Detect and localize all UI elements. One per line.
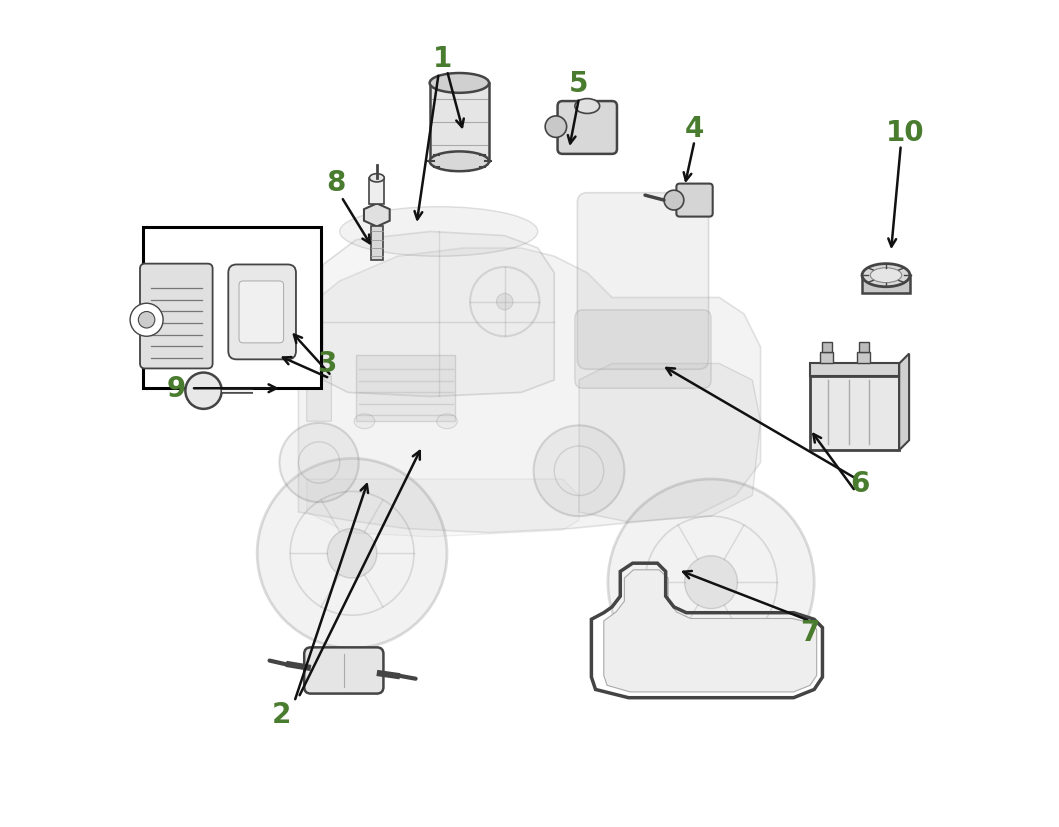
Ellipse shape (354, 414, 375, 429)
Text: 6: 6 (850, 470, 869, 498)
Bar (810, 364, 899, 376)
Ellipse shape (370, 174, 384, 183)
Bar (820, 352, 833, 364)
Circle shape (327, 529, 377, 578)
Text: 10: 10 (885, 119, 925, 147)
Bar (371, 227, 382, 261)
Ellipse shape (430, 74, 489, 93)
FancyBboxPatch shape (577, 194, 708, 370)
Text: 1: 1 (433, 45, 452, 73)
Bar (356, 356, 455, 422)
Circle shape (280, 423, 359, 503)
Ellipse shape (340, 208, 538, 257)
Polygon shape (579, 364, 760, 523)
Circle shape (139, 312, 155, 328)
Polygon shape (307, 480, 579, 537)
Polygon shape (364, 204, 390, 227)
Bar (370, 179, 384, 205)
Circle shape (664, 191, 684, 211)
Ellipse shape (436, 414, 457, 429)
FancyBboxPatch shape (677, 184, 713, 218)
Circle shape (185, 373, 221, 409)
Ellipse shape (870, 269, 901, 284)
Text: 3: 3 (318, 350, 337, 378)
Ellipse shape (862, 265, 910, 288)
FancyBboxPatch shape (229, 265, 295, 360)
Text: 7: 7 (801, 618, 820, 646)
Circle shape (497, 294, 513, 310)
Bar (857, 352, 870, 364)
Text: 9: 9 (166, 375, 186, 403)
Text: 5: 5 (570, 69, 589, 98)
Polygon shape (323, 232, 554, 397)
Bar (822, 342, 831, 352)
FancyBboxPatch shape (557, 102, 617, 155)
Polygon shape (307, 376, 331, 422)
Bar (430, 84, 489, 162)
Polygon shape (299, 249, 760, 533)
Circle shape (684, 556, 737, 609)
Circle shape (257, 459, 447, 648)
FancyBboxPatch shape (239, 282, 284, 343)
FancyBboxPatch shape (575, 310, 711, 389)
Circle shape (608, 480, 814, 686)
Ellipse shape (575, 99, 599, 114)
FancyBboxPatch shape (140, 265, 213, 369)
Polygon shape (899, 354, 909, 451)
Text: 8: 8 (326, 169, 345, 197)
Bar (862, 276, 910, 294)
Text: 4: 4 (685, 115, 704, 143)
Bar (859, 342, 868, 352)
FancyBboxPatch shape (304, 648, 383, 694)
Bar (810, 376, 899, 451)
Circle shape (545, 117, 567, 138)
Polygon shape (604, 570, 816, 692)
Circle shape (130, 304, 163, 337)
Circle shape (534, 426, 625, 517)
Text: 2: 2 (272, 700, 291, 729)
Bar (143, 228, 321, 389)
Ellipse shape (430, 152, 489, 172)
